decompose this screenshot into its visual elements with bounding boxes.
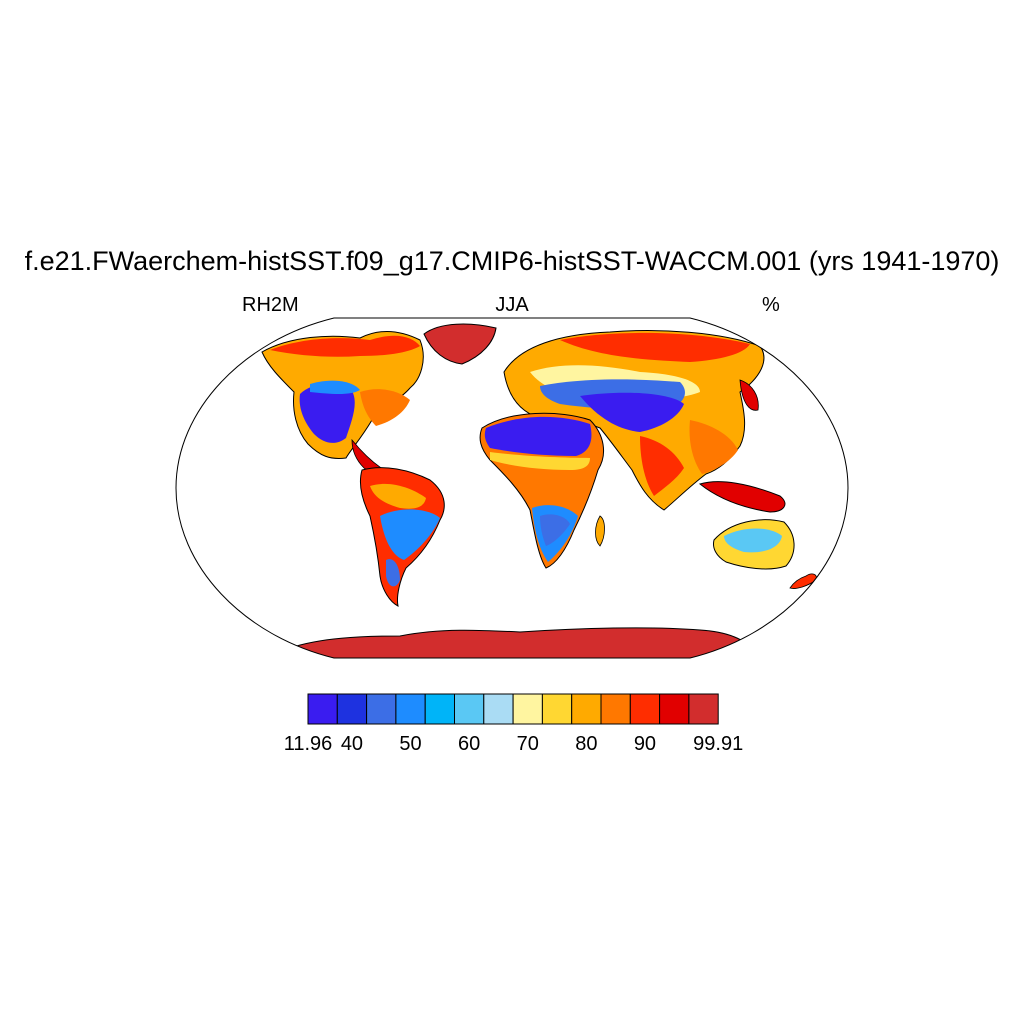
colorbar-box (659, 693, 690, 725)
colorbar-box (395, 693, 426, 725)
colorbar-tick-label: 80 (575, 733, 597, 755)
colorbar-tick-label: 90 (634, 733, 656, 755)
africa (479, 412, 605, 569)
colorbar-box (688, 693, 719, 725)
colorbar-box (307, 693, 338, 725)
colorbar-box (512, 693, 543, 725)
colorbar-tick-label: 50 (399, 733, 421, 755)
colorbar-box (483, 693, 514, 725)
colorbar-box (336, 693, 368, 725)
colorbar-box (629, 693, 661, 725)
south-america (359, 467, 445, 607)
units-label: % (762, 294, 780, 316)
colorbar-tick-label: 70 (517, 733, 539, 755)
colorbar-tick-label: 11.96 (284, 733, 333, 755)
colorbar-box (600, 693, 631, 725)
colorbar-tick-label: 99.91 (693, 733, 743, 755)
map-border (175, 317, 849, 659)
colorbar-box (454, 693, 485, 725)
greenland (423, 323, 497, 365)
eurasia (503, 330, 765, 511)
colorbar-box (366, 693, 397, 725)
colorbar-box (541, 693, 573, 725)
australia (713, 519, 795, 570)
season-label: JJA (495, 294, 529, 316)
colorbar-box (424, 693, 456, 725)
plot-title: f.e21.FWaerchem-histSST.f09_g17.CMIP6-hi… (24, 246, 1000, 276)
colorbar-tick-label: 60 (458, 733, 480, 755)
antarctica (262, 627, 761, 658)
colorbar-tick-label: 40 (341, 733, 363, 755)
north-america (261, 330, 424, 474)
maritime-asia (698, 481, 786, 513)
colorbar-box (571, 693, 602, 725)
variable-label: RH2M (242, 294, 299, 316)
new-zealand (789, 573, 817, 589)
